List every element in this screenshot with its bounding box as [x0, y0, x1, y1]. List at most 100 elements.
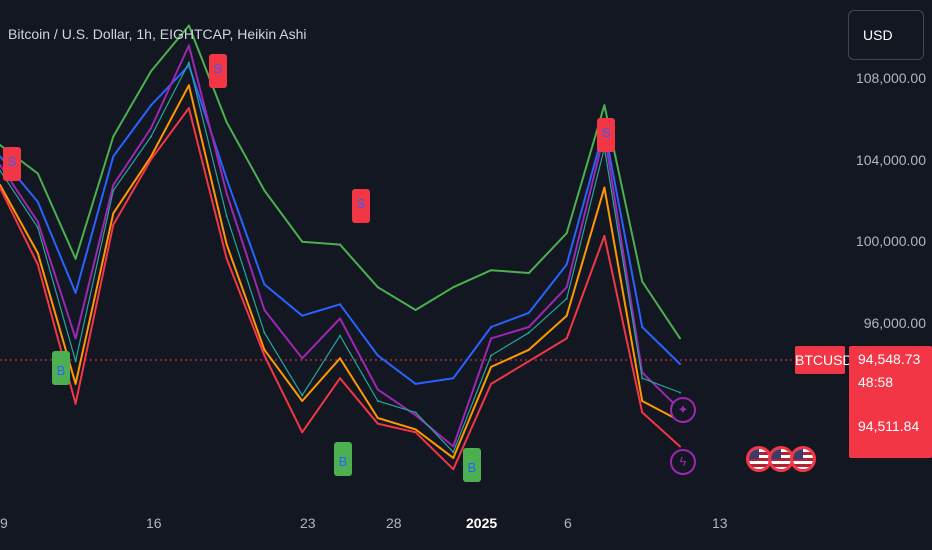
- series-point: [0, 144, 1, 146]
- sell-signal-badge: S: [3, 147, 21, 181]
- series-point: [187, 84, 190, 87]
- series-point: [112, 189, 115, 192]
- series-point: [565, 263, 568, 266]
- series-point: [225, 215, 228, 218]
- series-point: [150, 70, 153, 73]
- series-point: [36, 263, 39, 266]
- series-point: [187, 107, 190, 110]
- series-point: [414, 428, 417, 431]
- sell-signal-badge: S: [209, 54, 227, 88]
- countdown: 48:58: [858, 374, 894, 390]
- series-point: [452, 377, 455, 380]
- series-point: [74, 402, 77, 405]
- series-point: [301, 240, 304, 243]
- series-point: [565, 232, 568, 235]
- series-point: [225, 178, 228, 181]
- y-tick-label: 104,000.00: [855, 152, 926, 168]
- sparkle-icon[interactable]: ✦: [670, 397, 696, 423]
- price-box: 94,548.73 48:58 94,511.84: [849, 346, 932, 458]
- series-point: [565, 297, 568, 300]
- series-point: [0, 186, 1, 189]
- series-point: [376, 388, 379, 391]
- y-tick-label: 108,000.00: [855, 70, 926, 86]
- series-point: [112, 223, 115, 226]
- us-flag-icon[interactable]: [746, 446, 772, 472]
- series-point: [74, 360, 77, 363]
- series-point: [74, 257, 77, 260]
- series-point: [490, 382, 493, 385]
- currency-button[interactable]: USD: [848, 10, 924, 60]
- lower-price: 94,511.84: [858, 418, 920, 434]
- series-point: [490, 326, 493, 328]
- series-point: [225, 257, 228, 260]
- symbol-tag: BTCUSD: [795, 346, 853, 374]
- series-point: [527, 326, 530, 328]
- series-point: [112, 212, 115, 215]
- series-point: [527, 360, 530, 363]
- series-point: [301, 400, 304, 402]
- series-point: [301, 394, 304, 397]
- series-point: [679, 337, 681, 340]
- series-point: [414, 309, 417, 311]
- series-point: [112, 135, 115, 138]
- chart-title: Bitcoin / U.S. Dollar, 1h, EIGHTCAP, Hei…: [8, 26, 307, 42]
- lightning-icon[interactable]: ϟ: [670, 449, 696, 475]
- series-point: [36, 220, 39, 223]
- series-point: [376, 417, 379, 419]
- series-point: [0, 163, 1, 166]
- series-point: [376, 422, 379, 425]
- series-point: [452, 445, 455, 448]
- series-point: [527, 348, 530, 351]
- series-point: [452, 286, 455, 289]
- series-point: [679, 391, 681, 394]
- x-tick-label: 9: [0, 515, 8, 531]
- series-point: [452, 451, 455, 454]
- series-point: [339, 303, 341, 306]
- series-point: [603, 186, 606, 189]
- series-point: [414, 411, 417, 414]
- series-point: [527, 272, 530, 274]
- series-point: [263, 354, 266, 357]
- x-tick-label: 16: [146, 515, 162, 531]
- series-point: [339, 317, 341, 320]
- series-point: [225, 243, 228, 246]
- buy-signal-badge: B: [334, 442, 352, 476]
- sell-signal-badge: S: [352, 189, 370, 223]
- series-point: [263, 331, 266, 334]
- series-point: [36, 226, 39, 229]
- y-tick-label: 96,000.00: [863, 315, 926, 331]
- series-point: [641, 411, 644, 414]
- series-point: [339, 243, 341, 246]
- series-point: [641, 326, 644, 328]
- series-point: [263, 189, 266, 192]
- series-point: [527, 311, 530, 314]
- series-point: [641, 400, 644, 402]
- series-point: [187, 44, 190, 47]
- series-point: [679, 363, 681, 365]
- series-point: [150, 127, 153, 129]
- series-point: [36, 200, 39, 203]
- series-point: [490, 337, 493, 340]
- series-point: [376, 400, 379, 402]
- series-line-6: [0, 61, 681, 453]
- x-tick-label: 13: [712, 515, 728, 531]
- series-point: [187, 61, 190, 64]
- series-point: [490, 269, 493, 272]
- series-point: [150, 104, 153, 107]
- series-point: [490, 365, 493, 368]
- series-point: [641, 280, 644, 283]
- series-point: [414, 414, 417, 417]
- sell-signal-badge: S: [597, 118, 615, 152]
- series-point: [452, 468, 455, 471]
- series-point: [0, 183, 1, 186]
- series-point: [414, 431, 417, 434]
- series-point: [263, 309, 266, 311]
- series-point: [339, 334, 341, 337]
- us-flag-icon[interactable]: [790, 446, 816, 472]
- series-point: [74, 337, 77, 340]
- series-point: [74, 291, 77, 294]
- series-point: [36, 172, 39, 175]
- series-point: [187, 24, 190, 27]
- series-point: [263, 283, 266, 286]
